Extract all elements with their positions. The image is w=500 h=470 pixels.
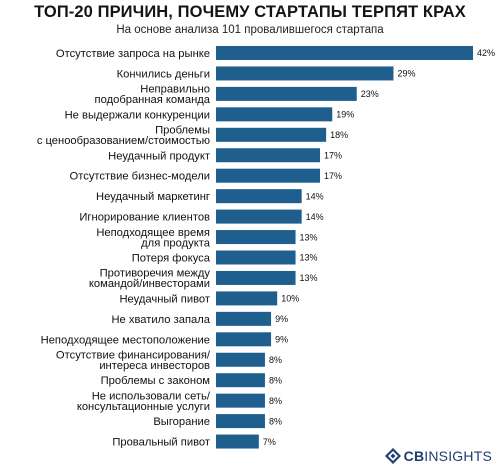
value-label-8: 14% [306, 191, 324, 201]
category-label-16-line-1: Отсутствие финансирования/ [56, 350, 211, 362]
bar-19 [216, 414, 265, 429]
category-label-3-line-1: Неправильно [140, 84, 210, 96]
value-label-13: 10% [281, 294, 299, 304]
value-label-16: 8% [269, 355, 282, 365]
category-label-5-line-1: Проблемы [155, 125, 210, 137]
brand-logo-text: CBINSIGHTS [404, 448, 492, 464]
category-label-10-line-2: для продукта [141, 237, 211, 249]
value-label-17: 8% [269, 375, 282, 385]
bar-17 [216, 373, 265, 388]
bar-4 [216, 107, 333, 122]
category-label-8: Неудачный маркетинг [96, 191, 210, 203]
bar-16 [216, 352, 265, 367]
value-label-15: 9% [275, 335, 288, 345]
value-label-20: 7% [263, 437, 276, 447]
bar-10 [216, 230, 296, 245]
value-label-9: 14% [306, 212, 324, 222]
brand-logo-prefix: CB [403, 448, 425, 464]
bar-18 [216, 393, 265, 408]
bar-6 [216, 148, 321, 163]
chart-title: ТОП-20 ПРИЧИН, ПОЧЕМУ СТАРТАПЫ ТЕРПЯТ КР… [34, 3, 466, 21]
value-label-3: 23% [361, 89, 379, 99]
category-label-15: Неподходящее местоположение [41, 334, 210, 346]
chart-subtitle: На основе анализа 101 провалившегося ста… [116, 24, 384, 36]
cb-logo-mark-icon [384, 448, 401, 464]
category-label-7: Отсутствие бизнес-модели [70, 171, 210, 183]
bar-15 [216, 332, 272, 347]
category-label-3-line-2: подобранная команда [95, 94, 211, 106]
category-label-13: Неудачный пивот [119, 293, 210, 305]
category-label-17: Проблемы с законом [101, 375, 210, 387]
value-label-14: 9% [275, 314, 288, 324]
value-label-12: 13% [300, 273, 318, 283]
bar-20 [216, 434, 259, 449]
category-label-20: Провальный пивот [112, 437, 210, 449]
value-label-18: 8% [269, 396, 282, 406]
value-label-5: 18% [330, 130, 348, 140]
category-label-1: Отсутствие запроса на рынке [56, 48, 210, 60]
category-label-18-line-1: Не использовали сеть/ [92, 390, 211, 402]
category-label-9: Игнорирование клиентов [79, 212, 210, 224]
bar-5 [216, 127, 327, 142]
value-label-7: 17% [324, 171, 342, 181]
value-label-10: 13% [300, 232, 318, 242]
category-label-16-line-2: интереса инвесторов [99, 360, 210, 372]
bar-3 [216, 86, 357, 101]
category-label-2: Кончились деньги [117, 68, 210, 80]
value-label-4: 19% [336, 110, 354, 120]
bar-1 [216, 46, 473, 60]
category-label-4: Не выдержали конкуренции [65, 109, 210, 121]
category-label-10-line-1: Неподходящее время [96, 227, 210, 239]
category-label-6: Неудачный продукт [108, 150, 210, 162]
bar-14 [216, 311, 272, 326]
brand-logo: CBINSIGHTS [384, 448, 492, 464]
category-label-5-line-2: с ценообразованием/стоимостью [37, 135, 210, 147]
value-label-11: 13% [300, 253, 318, 263]
bar-7 [216, 168, 321, 183]
category-label-12-line-1: Противоречия между [100, 268, 211, 280]
bar-13 [216, 291, 278, 306]
category-label-14: Не хватило запала [111, 314, 210, 326]
bar-8 [216, 189, 302, 204]
value-label-19: 8% [269, 416, 282, 426]
bar-12 [216, 270, 296, 285]
category-label-19: Выгорание [153, 416, 210, 428]
bar-9 [216, 209, 302, 224]
category-label-12-line-2: командой/инвесторами [89, 278, 210, 290]
bar-11 [216, 250, 296, 265]
category-label-18-line-2: консультационные услуги [77, 401, 210, 413]
value-label-6: 17% [324, 150, 342, 160]
brand-logo-suffix: INSIGHTS [424, 448, 492, 464]
bar-2 [216, 66, 394, 81]
value-label-1: 42% [477, 48, 495, 58]
value-label-2: 29% [397, 69, 415, 79]
category-label-11: Потеря фокуса [132, 253, 211, 265]
